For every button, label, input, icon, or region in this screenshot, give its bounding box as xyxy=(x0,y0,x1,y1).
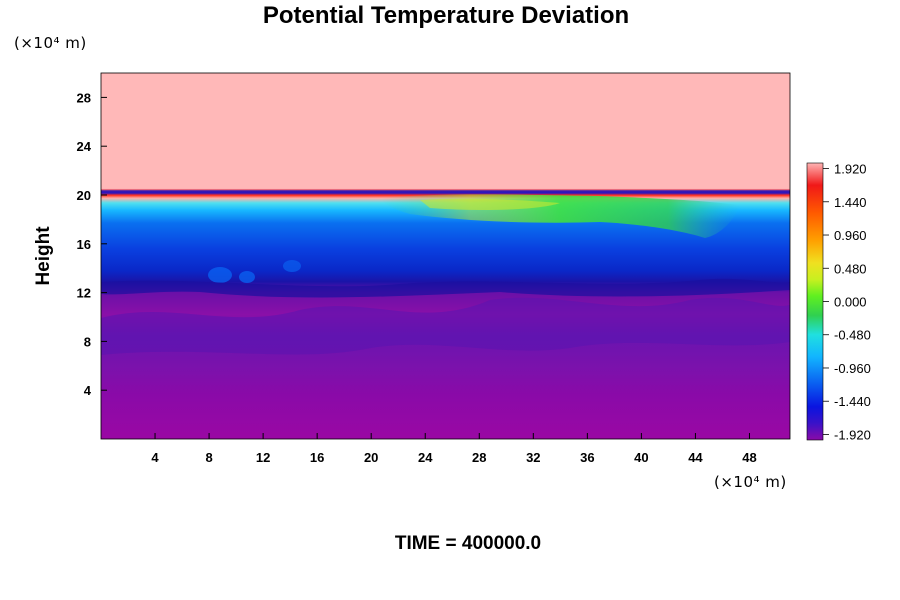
plot-frame xyxy=(100,72,791,440)
eddy-vortex-2 xyxy=(239,271,255,283)
colorbar-label: 1.920 xyxy=(834,162,867,177)
colorbar-label: -1.440 xyxy=(834,394,871,409)
dark-blue-band xyxy=(101,278,790,298)
y-tick-label: 4 xyxy=(84,383,92,398)
x-axis-unit-label: (×10⁴ m) xyxy=(714,473,787,491)
chart-title: Potential Temperature Deviation xyxy=(263,2,629,29)
y-axis-label: Height xyxy=(33,226,54,286)
yellow-core xyxy=(420,198,560,211)
colorbar-labels: 1.920 1.440 0.960 0.480 0.000 -0.480 -0.960 -1.… xyxy=(823,162,871,442)
eddy-vortex-3 xyxy=(283,260,301,272)
y-tick-label: 16 xyxy=(77,237,91,252)
x-tick-label: 40 xyxy=(634,450,648,465)
x-tick-label: 32 xyxy=(526,450,540,465)
colorbar-label: 0.960 xyxy=(834,228,867,243)
colorbar-label: 1.440 xyxy=(834,195,867,210)
y-axis-ticks: 4 8 12 16 20 24 28 xyxy=(77,90,107,398)
y-tick-label: 8 xyxy=(84,334,91,349)
time-label: TIME = 400000.0 xyxy=(395,533,541,554)
colorbar xyxy=(806,162,824,441)
x-tick-label: 4 xyxy=(151,450,159,465)
y-tick-label: 20 xyxy=(77,188,91,203)
x-tick-label: 8 xyxy=(205,450,212,465)
colorbar-label: -0.480 xyxy=(834,328,871,343)
x-tick-label: 16 xyxy=(310,450,324,465)
x-tick-label: 24 xyxy=(418,450,433,465)
x-axis-ticks: 4 8 12 16 20 24 28 32 36 40 44 48 xyxy=(151,433,757,465)
x-tick-label: 44 xyxy=(688,450,703,465)
colorbar-label: -0.960 xyxy=(834,361,871,376)
field-background xyxy=(101,73,790,439)
x-tick-label: 20 xyxy=(364,450,378,465)
colorbar-label: -1.920 xyxy=(834,427,871,442)
x-tick-label: 12 xyxy=(256,450,270,465)
y-tick-label: 28 xyxy=(77,90,91,105)
mid-level-wave xyxy=(101,297,790,355)
colorbar-label: 0.480 xyxy=(834,261,867,276)
heatmap-field xyxy=(101,73,790,439)
y-axis-unit-label: (×10⁴ m) xyxy=(14,34,87,52)
x-tick-label: 36 xyxy=(580,450,594,465)
x-tick-label: 48 xyxy=(742,450,756,465)
colorbar-label: 0.000 xyxy=(834,295,867,310)
x-tick-label: 28 xyxy=(472,450,486,465)
eddy-vortex-1 xyxy=(208,267,232,283)
y-tick-label: 12 xyxy=(77,286,91,301)
y-tick-label: 24 xyxy=(77,139,92,154)
